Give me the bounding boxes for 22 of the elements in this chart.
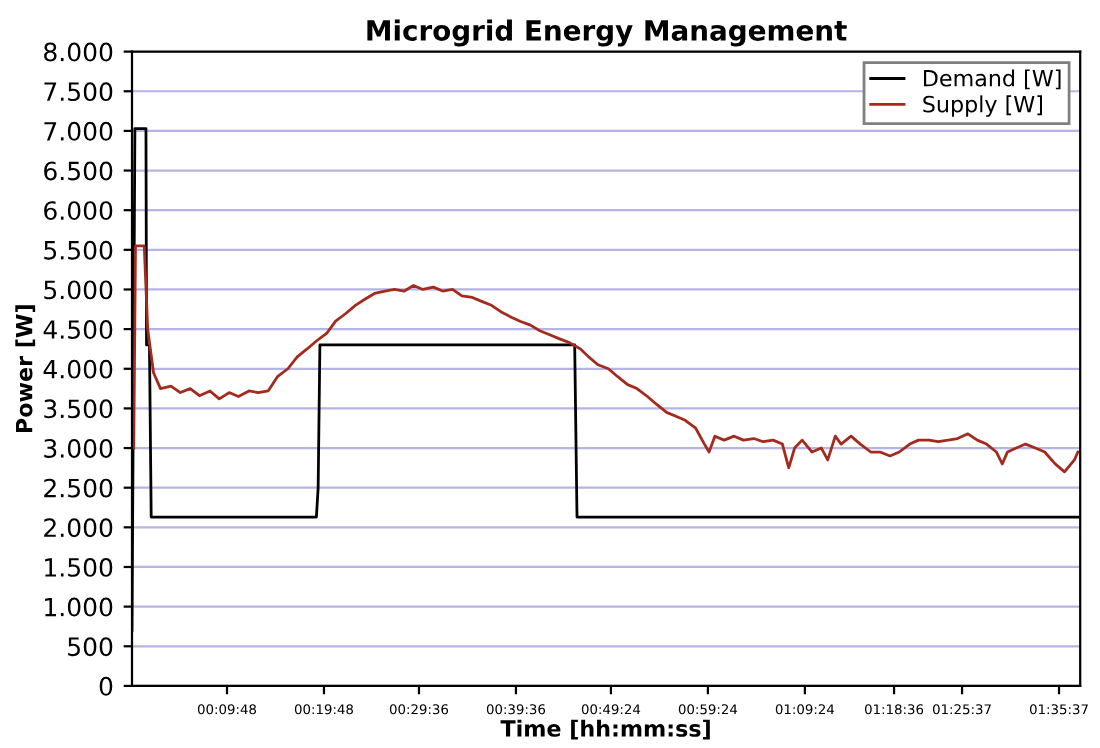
- y-tick-label: 7.000: [44, 121, 113, 141]
- y-tick-label: 0: [99, 676, 113, 696]
- y-tick-label: 2.500: [44, 478, 113, 498]
- y-tick-label: 5.500: [44, 240, 113, 260]
- y-tick-label: 6.500: [44, 161, 113, 181]
- y-tick-label: 2.000: [44, 518, 113, 538]
- y-axis-title: Power [W]: [15, 305, 36, 433]
- y-tick-label: 4.000: [43, 359, 113, 379]
- y-tick-label: 3.000: [44, 439, 113, 458]
- y-tick-label: 3.500: [44, 399, 113, 419]
- legend-label: Supply [W]: [923, 95, 1042, 117]
- y-tick-label: 5.000: [44, 280, 113, 300]
- y-tick-label: 4.500: [43, 320, 113, 339]
- x-axis-title: Time [hh:mm:ss]: [500, 719, 710, 740]
- y-tick-label: 500: [68, 637, 113, 657]
- legend-label: Demand [W]: [923, 69, 1061, 90]
- y-tick-label: 6.000: [44, 201, 113, 221]
- y-tick-label: 1.500: [45, 557, 113, 577]
- chart-title: Microgrid Energy Management: [367, 19, 847, 47]
- y-tick-label: 8.000: [44, 42, 113, 62]
- y-tick-label: 1.000: [45, 597, 113, 617]
- y-tick-label: 7.500: [44, 82, 113, 102]
